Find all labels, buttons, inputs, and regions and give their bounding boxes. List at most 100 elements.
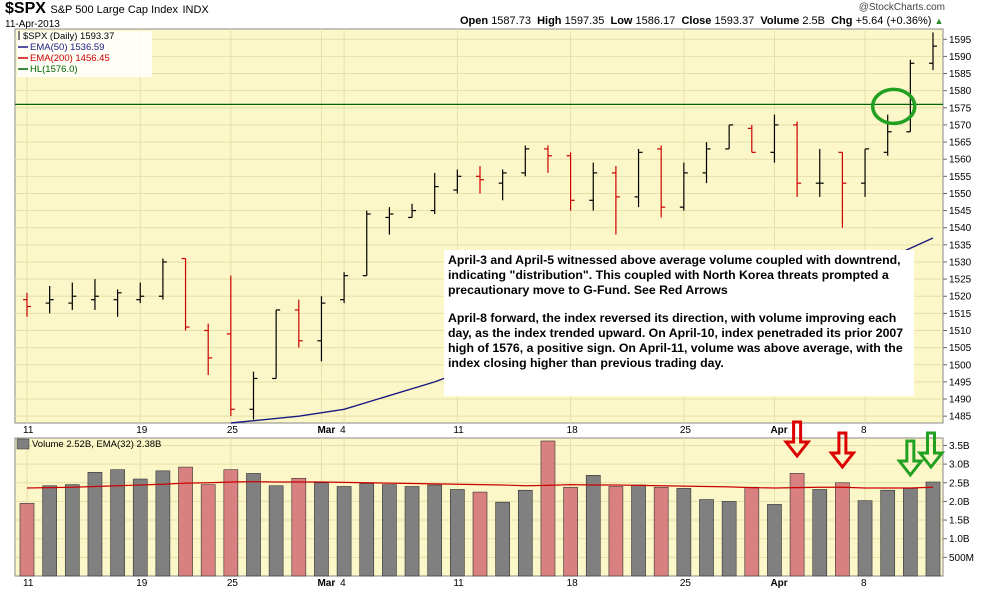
price-tick-label: 1585 bbox=[949, 69, 972, 80]
ohlc-bar bbox=[294, 299, 303, 348]
ohlc-bar bbox=[430, 172, 439, 215]
price-tick-label: 1590 bbox=[949, 52, 972, 63]
low-value: 1586.17 bbox=[635, 15, 676, 27]
volume-bar bbox=[517, 489, 533, 577]
date-label: 18 bbox=[567, 425, 579, 436]
ohlc-bar bbox=[158, 258, 167, 300]
open-label: Open bbox=[460, 15, 489, 27]
high-value: 1597.35 bbox=[564, 15, 605, 27]
price-tick-label: 1495 bbox=[949, 377, 972, 388]
low-label: Low bbox=[610, 15, 633, 27]
ohlc-bar bbox=[453, 169, 462, 194]
ohlc-bar bbox=[317, 296, 326, 362]
date-label: 11 bbox=[23, 425, 34, 436]
volume-tick-label: 3.0B bbox=[949, 460, 970, 471]
ohlc-bar bbox=[657, 145, 666, 218]
date-label: 19 bbox=[136, 425, 148, 436]
date-label: 25 bbox=[227, 578, 239, 589]
volume-bar bbox=[178, 466, 193, 577]
legend-main: $SPX (Daily) 1593.37 bbox=[23, 31, 114, 42]
chg-arrow-icon: ▲ bbox=[934, 16, 944, 26]
volume-tick-label: 2.5B bbox=[949, 478, 970, 489]
volume-bar bbox=[155, 470, 171, 577]
volume-bar bbox=[87, 472, 103, 577]
price-tick-label: 1520 bbox=[949, 292, 972, 303]
ohlc-bar bbox=[385, 207, 394, 235]
price-tick-label: 1510 bbox=[949, 326, 972, 337]
red-arrow bbox=[828, 431, 857, 470]
date-label: Mar bbox=[317, 578, 335, 589]
price-tick-label: 1515 bbox=[949, 309, 972, 320]
volume-bar bbox=[721, 501, 737, 577]
ohlc-bar bbox=[770, 114, 779, 163]
ohlc-bar bbox=[543, 145, 552, 173]
index-name: S&P 500 Large Cap Index bbox=[50, 4, 178, 16]
volume-bar bbox=[925, 481, 941, 577]
ohlc-bar bbox=[408, 203, 417, 219]
ohlc-bar bbox=[747, 124, 756, 153]
red-arrow-shape bbox=[828, 431, 857, 470]
green-arrow-shape bbox=[896, 439, 925, 478]
volume-bar bbox=[857, 500, 873, 577]
date-label: 11 bbox=[453, 578, 464, 589]
volume-bar bbox=[359, 483, 375, 577]
date-label: 25 bbox=[227, 425, 239, 436]
ohlc-bar bbox=[476, 166, 484, 194]
volume-value: 2.5B bbox=[802, 15, 825, 27]
red-arrow-shape bbox=[783, 420, 812, 459]
volume-bar bbox=[246, 473, 261, 577]
price-tick-label: 1530 bbox=[949, 257, 972, 268]
date-label: 18 bbox=[567, 578, 579, 589]
volume-bar bbox=[744, 486, 760, 577]
annotation-paragraph-2: April-8 forward, the index reversed its … bbox=[448, 311, 904, 370]
volume-bar bbox=[812, 489, 828, 577]
volume-bar bbox=[585, 474, 601, 577]
ohlc-bar bbox=[634, 148, 643, 208]
chg-label: Chg bbox=[831, 15, 853, 27]
volume-bar bbox=[42, 485, 57, 577]
volume-bar bbox=[291, 477, 307, 577]
ohlc-bar bbox=[861, 148, 870, 197]
ohlc-bar bbox=[113, 289, 122, 317]
red-arrow bbox=[783, 420, 812, 459]
date-label: 4 bbox=[340, 425, 346, 436]
volume-bar bbox=[540, 440, 556, 577]
volume-bar bbox=[64, 484, 80, 577]
open-value: 1587.73 bbox=[491, 15, 531, 27]
green-arrow bbox=[916, 431, 946, 470]
volume-bar bbox=[676, 488, 692, 577]
breakout-circle bbox=[870, 87, 917, 126]
volume-bar bbox=[767, 504, 782, 577]
ohlc-bar bbox=[498, 169, 507, 201]
volume-bar bbox=[19, 502, 35, 577]
volume-bar bbox=[223, 469, 239, 577]
price-tick-label: 1550 bbox=[949, 189, 972, 200]
ohlc-bar bbox=[272, 309, 281, 380]
volume-tick-label: 3.5B bbox=[949, 441, 970, 452]
date-label: 25 bbox=[680, 578, 692, 589]
price-tick-label: 1580 bbox=[949, 86, 972, 97]
date-label: Mar bbox=[317, 425, 335, 436]
volume-bar bbox=[835, 482, 850, 577]
ohlc-bar bbox=[725, 124, 734, 150]
volume-bar bbox=[903, 488, 918, 577]
price-tick-label: 1570 bbox=[949, 120, 972, 131]
volume-legend-swatch bbox=[16, 438, 30, 450]
volume-bar bbox=[268, 485, 284, 577]
legend-hl: HL(1576.0) bbox=[30, 64, 78, 75]
date-label: 19 bbox=[136, 578, 148, 589]
ohlc-bar bbox=[68, 282, 77, 310]
credit: @StockCharts.com bbox=[858, 2, 945, 13]
ohlc-bar bbox=[136, 282, 145, 304]
volume-label: Volume bbox=[760, 15, 800, 27]
price-tick-label: 1540 bbox=[949, 223, 972, 234]
volume-bar bbox=[631, 484, 646, 577]
quote-bar: Open 1587.73 High 1597.35 Low 1586.17 Cl… bbox=[460, 15, 943, 27]
ohlc-bar bbox=[589, 162, 598, 211]
date-label: 11 bbox=[23, 578, 34, 589]
ohlc-bar bbox=[702, 142, 711, 184]
date-label: 11 bbox=[453, 425, 464, 436]
close-label: Close bbox=[681, 15, 712, 27]
chart-date: 11-Apr-2013 bbox=[5, 19, 60, 30]
